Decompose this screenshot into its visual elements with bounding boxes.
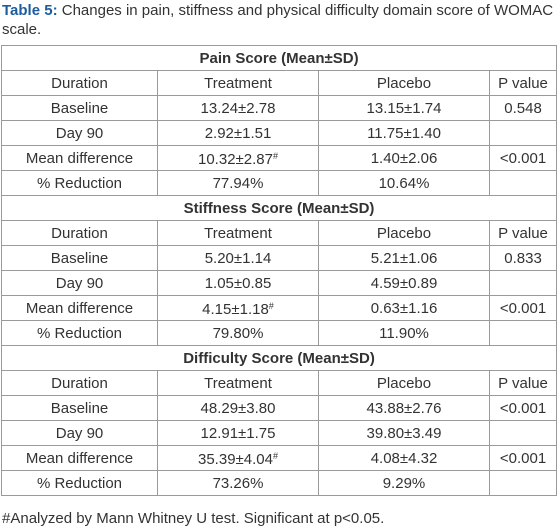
column-header: P value bbox=[488, 70, 557, 96]
cell-value: 35.39±4.04 bbox=[198, 451, 273, 468]
table-cell: 2.92±1.51 bbox=[157, 120, 319, 146]
table-cell: 5.20±1.14 bbox=[157, 245, 319, 271]
table-cell: 0.548 bbox=[488, 95, 557, 121]
table-cell: 10.64% bbox=[318, 170, 490, 196]
table-cell: 4.15±1.18# bbox=[157, 295, 319, 321]
table-cell: 11.75±1.40 bbox=[318, 120, 490, 146]
table-row: Day 90 12.91±1.75 39.80±3.49 bbox=[1, 420, 557, 446]
empty-cell bbox=[488, 120, 557, 146]
table-cell: 73.26% bbox=[157, 470, 319, 496]
table-cell: Mean difference bbox=[1, 145, 158, 171]
table-cell: Baseline bbox=[1, 95, 158, 121]
cell-superscript: # bbox=[268, 301, 274, 311]
caption-text: Changes in pain, stiffness and physical … bbox=[2, 2, 554, 38]
caption-label: Table 5: bbox=[2, 2, 58, 19]
column-header-row: Duration Treatment Placebo P value bbox=[1, 220, 557, 246]
table-row: Mean difference 35.39±4.04# 4.08±4.32 <0.00… bbox=[1, 445, 557, 471]
column-header: P value bbox=[488, 370, 557, 396]
table-cell: 0.63±1.16 bbox=[318, 295, 490, 321]
table-cell: 4.08±4.32 bbox=[318, 445, 490, 471]
table-cell: 10.32±2.87# bbox=[157, 145, 319, 171]
column-header: Treatment bbox=[157, 70, 319, 96]
column-header: Placebo bbox=[318, 70, 490, 96]
column-header: P value bbox=[488, 220, 557, 246]
table-cell: 43.88±2.76 bbox=[318, 395, 490, 421]
table-row: % Reduction 79.80% 11.90% bbox=[1, 320, 557, 346]
table-cell: Baseline bbox=[1, 395, 158, 421]
empty-cell bbox=[488, 470, 557, 496]
table-cell: 48.29±3.80 bbox=[157, 395, 319, 421]
table-row: % Reduction 77.94% 10.64% bbox=[1, 170, 557, 196]
table-cell: Day 90 bbox=[1, 120, 158, 146]
column-header: Treatment bbox=[157, 220, 319, 246]
table-row: Day 90 1.05±0.85 4.59±0.89 bbox=[1, 270, 557, 296]
table-cell: 11.90% bbox=[318, 320, 490, 346]
table-cell: % Reduction bbox=[1, 320, 158, 346]
table-cell: 0.833 bbox=[488, 245, 557, 271]
table-cell: <0.001 bbox=[488, 295, 557, 321]
table-cell: <0.001 bbox=[488, 145, 557, 171]
column-header-row: Duration Treatment Placebo P value bbox=[1, 70, 557, 96]
column-header: Duration bbox=[1, 70, 158, 96]
cell-superscript: # bbox=[272, 151, 278, 161]
table-cell: % Reduction bbox=[1, 470, 158, 496]
table-cell: 5.21±1.06 bbox=[318, 245, 490, 271]
section-heading-row: Stiffness Score (Mean±SD) bbox=[0, 195, 557, 221]
table-cell: 13.24±2.78 bbox=[157, 95, 319, 121]
table-cell: 9.29% bbox=[318, 470, 490, 496]
table-cell: 1.05±0.85 bbox=[157, 270, 319, 296]
table-cell: Baseline bbox=[1, 245, 158, 271]
table-cell: 39.80±3.49 bbox=[318, 420, 490, 446]
column-header: Duration bbox=[1, 370, 158, 396]
column-header: Duration bbox=[1, 220, 158, 246]
section-heading: Stiffness Score (Mean±SD) bbox=[0, 195, 557, 221]
column-header: Placebo bbox=[318, 220, 490, 246]
table: Pain Score (Mean±SD) Duration Treatment Pla… bbox=[0, 45, 557, 496]
table-cell: <0.001 bbox=[488, 395, 557, 421]
table-row: Baseline 48.29±3.80 43.88±2.76 <0.001 bbox=[1, 395, 557, 421]
table-cell: 1.40±2.06 bbox=[318, 145, 490, 171]
cell-superscript: # bbox=[272, 451, 278, 461]
empty-cell bbox=[488, 270, 557, 296]
table-cell: 35.39±4.04# bbox=[157, 445, 319, 471]
table-cell: Mean difference bbox=[1, 295, 158, 321]
empty-cell bbox=[488, 320, 557, 346]
table-cell: <0.001 bbox=[488, 445, 557, 471]
table-cell: Day 90 bbox=[1, 420, 158, 446]
table-cell: Day 90 bbox=[1, 270, 158, 296]
table-row: Baseline 5.20±1.14 5.21±1.06 0.833 bbox=[1, 245, 557, 271]
table-cell: 4.59±0.89 bbox=[318, 270, 490, 296]
table-cell: 12.91±1.75 bbox=[157, 420, 319, 446]
table-cell: 79.80% bbox=[157, 320, 319, 346]
section-heading: Pain Score (Mean±SD) bbox=[0, 45, 557, 71]
table-row: % Reduction 73.26% 9.29% bbox=[1, 470, 557, 496]
section-heading-row: Difficulty Score (Mean±SD) bbox=[0, 345, 557, 371]
table-row: Baseline 13.24±2.78 13.15±1.74 0.548 bbox=[1, 95, 557, 121]
empty-cell bbox=[488, 170, 557, 196]
empty-cell bbox=[488, 420, 557, 446]
table-row: Mean difference 4.15±1.18# 0.63±1.16 <0.001 bbox=[1, 295, 557, 321]
footnote: #Analyzed by Mann Whitney U test. Signif… bbox=[2, 510, 385, 527]
column-header: Treatment bbox=[157, 370, 319, 396]
table-row: Mean difference 10.32±2.87# 1.40±2.06 <0.00… bbox=[1, 145, 557, 171]
section-heading: Difficulty Score (Mean±SD) bbox=[0, 345, 557, 371]
table-row: Day 90 2.92±1.51 11.75±1.40 bbox=[1, 120, 557, 146]
cell-value: 4.15±1.18 bbox=[202, 301, 269, 318]
section-heading-row: Pain Score (Mean±SD) bbox=[0, 45, 557, 71]
column-header-row: Duration Treatment Placebo P value bbox=[1, 370, 557, 396]
table-cell: 77.94% bbox=[157, 170, 319, 196]
table-cell: Mean difference bbox=[1, 445, 158, 471]
table-cell: 13.15±1.74 bbox=[318, 95, 490, 121]
caption: Table 5: Changes in pain, stiffness and … bbox=[2, 1, 555, 39]
column-header: Placebo bbox=[318, 370, 490, 396]
cell-value: 10.32±2.87 bbox=[198, 151, 273, 168]
table-cell: % Reduction bbox=[1, 170, 158, 196]
